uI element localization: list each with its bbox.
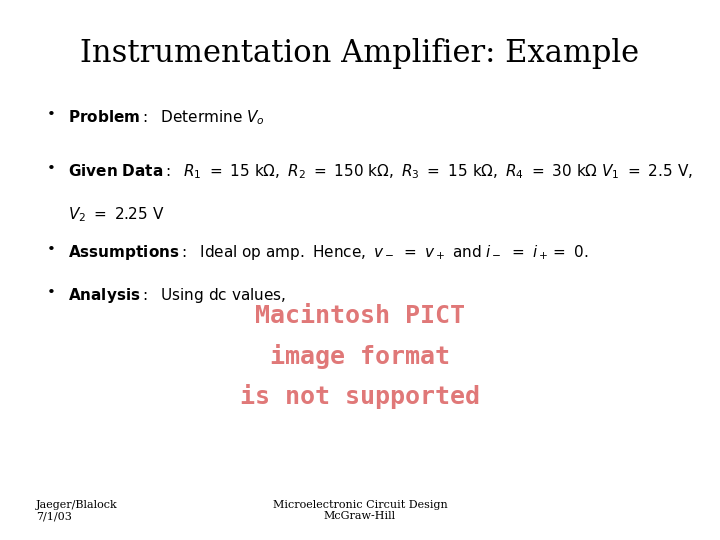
Text: Microelectronic Circuit Design
McGraw-Hill: Microelectronic Circuit Design McGraw-Hi… — [273, 500, 447, 521]
Text: $\bf{Given\ Data}$$\rm{:\ \ }$$R_1$$\rm{\ =\ 15\ k}\Omega\rm{,\ }$$R_2$$\rm{\ =\: $\bf{Given\ Data}$$\rm{:\ \ }$$R_1$$\rm{… — [68, 162, 693, 181]
Text: •: • — [47, 108, 55, 122]
Text: $\bf{Assumptions}$$\rm{:\ \ Ideal\ op\ amp.\ Hence,\ }$$v_-$$\rm{\ =\ }$$v_+$$\r: $\bf{Assumptions}$$\rm{:\ \ Ideal\ op\ a… — [68, 243, 589, 262]
Text: image format: image format — [270, 344, 450, 369]
Text: Macintosh PICT: Macintosh PICT — [255, 304, 465, 328]
Text: $\bf{Analysis}$$\rm{:\ \ Using\ dc\ values,}$: $\bf{Analysis}$$\rm{:\ \ Using\ dc\ valu… — [68, 286, 287, 305]
Text: •: • — [47, 286, 55, 300]
Text: $V_2$$\rm{\ =\ 2.25\ V}$: $V_2$$\rm{\ =\ 2.25\ V}$ — [68, 205, 165, 224]
Text: Jaeger/Blalock
7/1/03: Jaeger/Blalock 7/1/03 — [36, 500, 118, 521]
Text: Instrumentation Amplifier: Example: Instrumentation Amplifier: Example — [81, 38, 639, 69]
Text: •: • — [47, 243, 55, 257]
Text: is not supported: is not supported — [240, 384, 480, 409]
Text: $\bf{Problem}$$\rm{:\ \ Determine\ }$$V_o$: $\bf{Problem}$$\rm{:\ \ Determine\ }$$V_… — [68, 108, 265, 127]
Text: •: • — [47, 162, 55, 176]
